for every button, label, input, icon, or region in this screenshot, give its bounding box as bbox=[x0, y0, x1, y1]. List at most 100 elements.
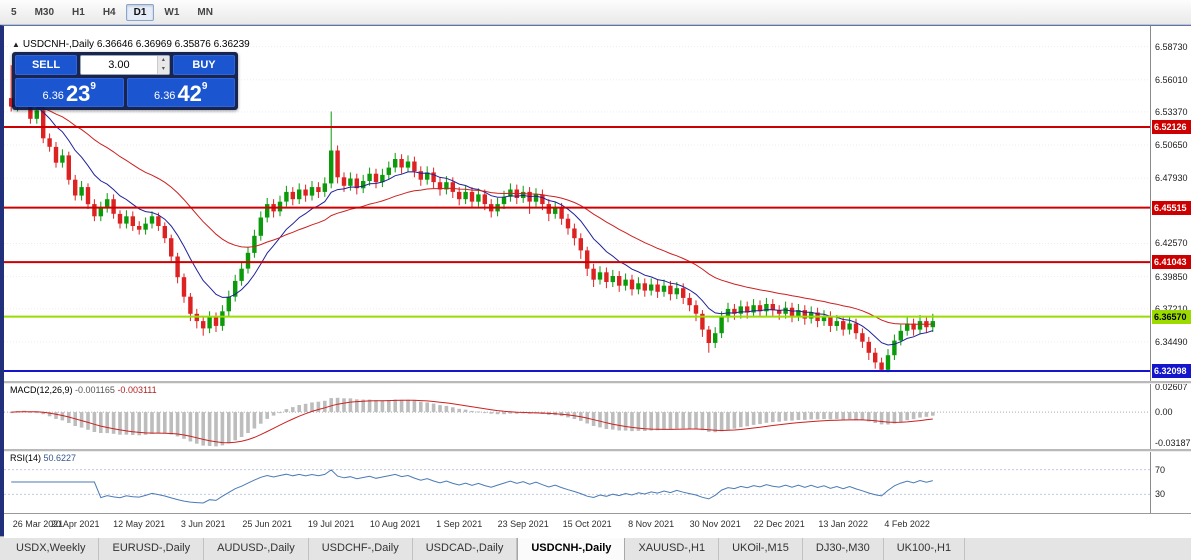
candle-body bbox=[169, 238, 174, 257]
macd-panel[interactable] bbox=[4, 383, 1150, 449]
macd-bar bbox=[815, 412, 820, 420]
macd-bar bbox=[195, 412, 199, 444]
chart-tab-dj30-m30[interactable]: DJ30-,M30 bbox=[803, 537, 884, 560]
chart-tab-usdcad-daily[interactable]: USDCAD-,Daily bbox=[413, 537, 518, 560]
candle-body bbox=[802, 310, 807, 319]
trade-prices-row: 6.36 23 9 6.36 42 9 bbox=[15, 78, 235, 107]
volume-input[interactable] bbox=[81, 56, 157, 74]
candle-body bbox=[610, 276, 615, 283]
candle-body bbox=[143, 223, 148, 230]
macd-bar bbox=[444, 405, 449, 413]
volume-spinner: ▴ ▾ bbox=[156, 56, 169, 74]
sell-price-button[interactable]: 6.36 23 9 bbox=[15, 78, 124, 107]
macd-bar bbox=[143, 412, 148, 435]
macd-bar bbox=[252, 412, 257, 429]
chart-tab-xauusd-h1[interactable]: XAUUSD-,H1 bbox=[625, 537, 720, 560]
candle-body bbox=[201, 321, 206, 329]
macd-bar bbox=[271, 412, 276, 416]
macd-bar bbox=[367, 399, 372, 413]
candle-body bbox=[156, 216, 161, 226]
macd-bar bbox=[515, 412, 519, 414]
chart-tab-audusd-daily[interactable]: AUDUSD-,Daily bbox=[204, 537, 309, 560]
candle-body bbox=[674, 288, 679, 295]
chart-tab-eurusd-daily[interactable]: EURUSD-,Daily bbox=[99, 537, 205, 560]
date-label: 8 Nov 2021 bbox=[628, 519, 675, 529]
candle-body bbox=[444, 182, 449, 190]
macd-bar bbox=[355, 399, 359, 413]
sell-button[interactable]: SELL bbox=[15, 55, 77, 75]
candle-body bbox=[501, 196, 507, 205]
macd-bar bbox=[828, 412, 833, 420]
timeframe-button-mn[interactable]: MN bbox=[197, 6, 213, 18]
macd-bar bbox=[451, 407, 455, 413]
candle-body bbox=[585, 250, 590, 269]
candle-body bbox=[745, 306, 750, 313]
timeframe-button-d1[interactable]: D1 bbox=[125, 3, 155, 21]
candle-body bbox=[764, 304, 769, 312]
timeframe-button-h1[interactable]: H1 bbox=[72, 6, 85, 18]
candle-body bbox=[821, 316, 827, 322]
candle-body bbox=[277, 201, 283, 212]
price-axis-label: 6.37210 bbox=[1155, 304, 1188, 314]
macd-bar bbox=[438, 405, 442, 413]
volume-down-button[interactable]: ▾ bbox=[161, 66, 165, 72]
macd-bar bbox=[732, 412, 737, 429]
price-chart[interactable] bbox=[4, 26, 1150, 381]
candle-body bbox=[911, 323, 916, 330]
rsi-line bbox=[11, 469, 933, 504]
timeframe-button-5[interactable]: 5 bbox=[11, 6, 17, 18]
macd-histogram bbox=[9, 397, 935, 447]
chart-tab-uk100-h1[interactable]: UK100-,H1 bbox=[884, 537, 966, 560]
macd-bar bbox=[105, 412, 109, 434]
rsi-axis-label: 70 bbox=[1155, 464, 1166, 475]
sell-price-sup: 9 bbox=[90, 81, 96, 92]
macd-bar bbox=[892, 412, 897, 424]
price-axis[interactable]: 6.58730 6.56010 6.53370 6.50650 6.47930 6.425… bbox=[1150, 26, 1191, 513]
macd-bar bbox=[777, 412, 781, 422]
candle-body bbox=[367, 173, 372, 181]
ma-slow-line bbox=[11, 104, 933, 325]
candle-body bbox=[642, 283, 647, 291]
candle-body bbox=[623, 279, 628, 286]
rsi-panel[interactable] bbox=[4, 451, 1150, 513]
date-label: 19 Jul 2021 bbox=[307, 519, 355, 529]
macd-bar bbox=[41, 412, 45, 415]
timeframe-button-h4[interactable]: H4 bbox=[102, 6, 116, 18]
panel-separator[interactable] bbox=[4, 381, 1191, 384]
date-label: 4 Feb 2022 bbox=[884, 519, 930, 529]
macd-bar bbox=[899, 412, 903, 422]
panel-separator[interactable] bbox=[4, 449, 1191, 452]
macd-bar bbox=[758, 412, 762, 425]
macd-signal-value: -0.003111 bbox=[117, 385, 157, 395]
candle-body bbox=[405, 161, 411, 168]
macd-bar bbox=[342, 398, 346, 413]
chart-tab-usdcnh-daily[interactable]: USDCNH-,Daily bbox=[517, 537, 626, 560]
candle-body bbox=[258, 217, 263, 236]
candle-body bbox=[853, 323, 859, 334]
candle-body bbox=[188, 296, 193, 314]
macd-bar bbox=[700, 412, 705, 431]
macd-bar bbox=[239, 412, 244, 437]
candle-body bbox=[898, 330, 903, 341]
timeframe-button-m30[interactable]: M30 bbox=[34, 6, 55, 18]
macd-bar bbox=[361, 399, 365, 413]
buy-price-button[interactable]: 6.36 42 9 bbox=[126, 78, 235, 107]
macd-bar bbox=[35, 412, 39, 414]
candle-body bbox=[905, 323, 910, 331]
candle-body bbox=[885, 355, 891, 370]
buy-button[interactable]: BUY bbox=[173, 55, 235, 75]
candle-body bbox=[252, 235, 257, 253]
candle-body bbox=[770, 304, 775, 311]
chart-tab-ukoil-m15[interactable]: UKOil-,M15 bbox=[719, 537, 803, 560]
candle-body bbox=[85, 187, 91, 205]
candle-body bbox=[578, 238, 583, 251]
one-click-toggle-icon[interactable]: ▲ bbox=[12, 40, 20, 49]
chart-tab-usdx-weekly[interactable]: USDX,Weekly bbox=[3, 537, 100, 560]
candle-body bbox=[450, 182, 455, 192]
time-axis[interactable]: 26 Mar 2021 20 Apr 2021 12 May 2021 3 Jun 2… bbox=[4, 513, 1191, 538]
volume-up-button[interactable]: ▴ bbox=[161, 57, 165, 63]
chart-tab-usdchf-daily[interactable]: USDCHF-,Daily bbox=[309, 537, 413, 560]
macd-bar bbox=[182, 412, 186, 439]
timeframe-button-w1[interactable]: W1 bbox=[164, 6, 180, 18]
